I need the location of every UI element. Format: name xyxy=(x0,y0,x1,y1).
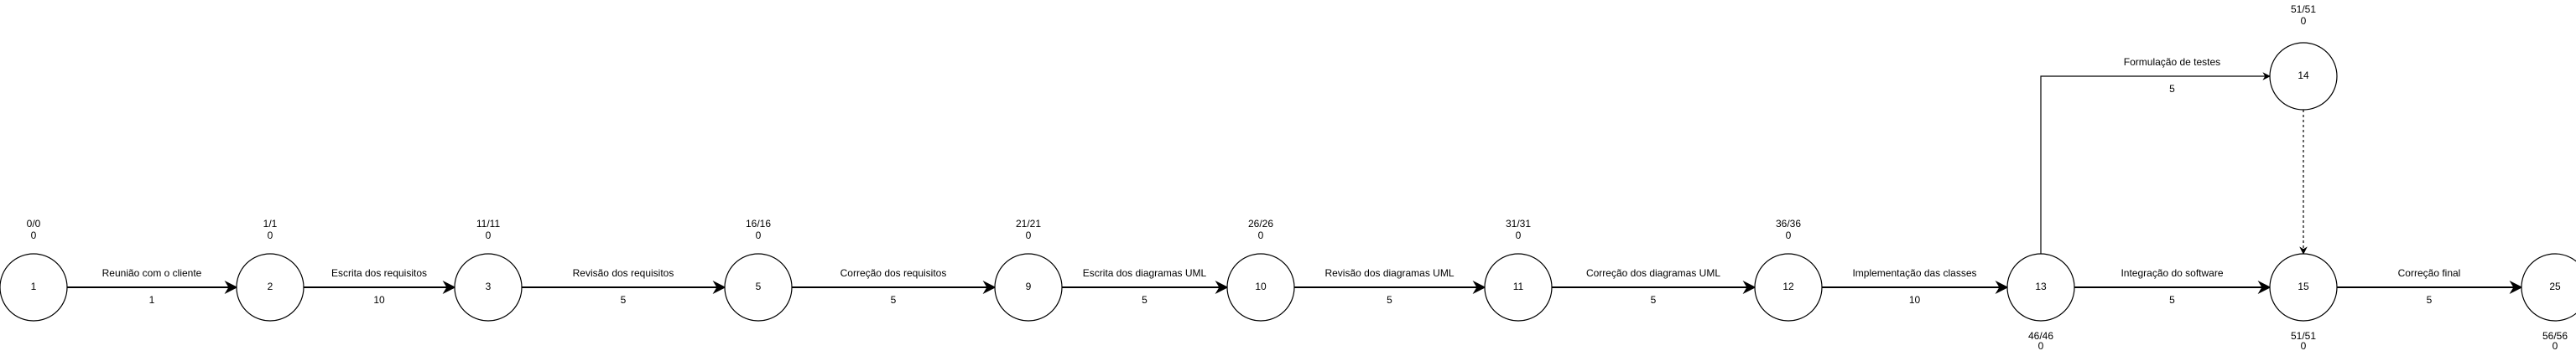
activity-edge: Correção final 5 xyxy=(2337,267,2523,306)
node-times-label: 1/1 xyxy=(263,218,278,230)
node-times-label: 51/51 xyxy=(2291,330,2316,342)
node-number: 3 xyxy=(486,281,492,292)
event-node: 10 26/260 xyxy=(1226,218,1295,322)
event-node: 5 16/160 xyxy=(724,218,793,322)
node-slack-label: 0 xyxy=(756,230,762,241)
edge-duration-label: 5 xyxy=(621,294,627,306)
node-number: 25 xyxy=(2549,281,2561,292)
edge-duration-label: 5 xyxy=(1387,294,1392,306)
node-circle xyxy=(1484,253,1553,322)
node-circle xyxy=(1754,253,1823,322)
event-node: 13 46/460 xyxy=(2006,253,2075,352)
edge-activity-label: Correção final xyxy=(2398,267,2461,279)
node-slack-label: 0 xyxy=(268,230,273,241)
event-node: 3 11/110 xyxy=(454,218,523,322)
edge-activity-label: Correção dos requisitos xyxy=(840,267,947,279)
node-slack-label: 0 xyxy=(1516,230,1522,241)
edge-duration-label: 5 xyxy=(2169,83,2175,95)
edge-duration-label: 10 xyxy=(1909,294,1921,306)
node-slack-label: 0 xyxy=(2301,15,2307,27)
event-node: 12 36/360 xyxy=(1754,218,1823,322)
node-circle xyxy=(454,253,523,322)
edge-activity-label: Correção dos diagramas UML xyxy=(1586,267,1720,279)
activity-edge: Correção dos requisitos 5 xyxy=(792,267,997,306)
nodes: 10/0021/10311/110516/160921/2101026/2601… xyxy=(0,3,2576,352)
edge-line xyxy=(2040,72,2271,254)
node-circle xyxy=(994,253,1063,322)
event-node: 11 31/310 xyxy=(1484,218,1553,322)
activity-edge: Correção dos diagramas UML 5 xyxy=(1552,267,1756,306)
event-node: 15 51/510 xyxy=(2269,253,2338,352)
node-number: 2 xyxy=(268,281,273,292)
edge-duration-label: 5 xyxy=(891,294,897,306)
activity-edge: Escrita dos diagramas UML 5 xyxy=(1062,267,1229,306)
node-number: 5 xyxy=(756,281,762,292)
edge-duration-label: 5 xyxy=(2427,294,2433,306)
node-number: 14 xyxy=(2298,70,2309,81)
edge-activity-label: Reunião com o cliente xyxy=(102,267,202,279)
activity-edge: Formulação de testes 5 xyxy=(2040,56,2271,254)
edge-activity-label: Revisão dos diagramas UML xyxy=(1324,267,1454,279)
node-slack-label: 0 xyxy=(486,230,492,241)
edge-activity-label: Revisão dos requisitos xyxy=(573,267,674,279)
edge-activity-label: Escrita dos requisitos xyxy=(331,267,427,279)
edge-duration-label: 10 xyxy=(373,294,385,306)
node-times-label: 16/16 xyxy=(746,218,771,230)
node-times-label: 11/11 xyxy=(476,218,501,230)
event-node: 9 21/210 xyxy=(994,218,1063,322)
event-node: 1 0/00 xyxy=(0,218,68,322)
node-times-label: 31/31 xyxy=(1506,218,1531,230)
node-times-label: 26/26 xyxy=(1248,218,1273,230)
node-slack-label: 0 xyxy=(1258,230,1264,241)
node-circle xyxy=(724,253,793,322)
activity-edge: Revisão dos diagramas UML 5 xyxy=(1294,267,1486,306)
node-number: 11 xyxy=(1513,281,1524,292)
edge-duration-label: 5 xyxy=(1651,294,1657,306)
node-circle xyxy=(0,253,68,322)
edge-activity-label: Escrita dos diagramas UML xyxy=(1083,267,1207,279)
node-times-label: 56/56 xyxy=(2542,330,2568,342)
event-node: 25 56/560 xyxy=(2521,253,2576,352)
node-number: 12 xyxy=(1782,281,1794,292)
node-number: 13 xyxy=(2035,281,2047,292)
activity-edge: Escrita dos requisitos 10 xyxy=(304,267,456,306)
edge-activity-label: Integração do software xyxy=(2121,267,2223,279)
activity-edge: Integração do software 5 xyxy=(2074,267,2272,306)
node-times-label: 51/51 xyxy=(2291,3,2316,15)
node-number: 9 xyxy=(1026,281,1032,292)
edge-activity-label: Formulação de testes xyxy=(2124,56,2220,68)
node-slack-label: 0 xyxy=(1026,230,1032,241)
node-circle xyxy=(1226,253,1295,322)
node-number: 1 xyxy=(31,281,37,292)
edge-duration-label: 5 xyxy=(2169,294,2175,306)
node-number: 10 xyxy=(1255,281,1267,292)
edge-duration-label: 5 xyxy=(1142,294,1147,306)
node-circle xyxy=(2269,42,2338,111)
activity-edge: Implementação das classes 10 xyxy=(1822,267,2009,306)
node-slack-label: 0 xyxy=(2038,340,2044,352)
node-slack-label: 0 xyxy=(1786,230,1792,241)
node-circle xyxy=(2521,253,2576,322)
node-slack-label: 0 xyxy=(2553,340,2558,352)
node-circle xyxy=(2269,253,2338,322)
event-node: 14 51/510 xyxy=(2269,3,2338,111)
edges: Reunião com o cliente 1 Escrita dos requis… xyxy=(67,56,2523,306)
node-number: 15 xyxy=(2298,281,2309,292)
event-node: 2 1/10 xyxy=(236,218,304,322)
node-slack-label: 0 xyxy=(2301,340,2307,352)
node-circle xyxy=(236,253,304,322)
edge-duration-label: 1 xyxy=(149,294,155,306)
node-slack-label: 0 xyxy=(31,230,37,241)
activity-edge: Revisão dos requisitos 5 xyxy=(522,267,726,306)
node-times-label: 0/0 xyxy=(27,218,41,230)
node-times-label: 46/46 xyxy=(2028,330,2053,342)
activity-edge: Reunião com o cliente 1 xyxy=(67,267,238,306)
node-times-label: 21/21 xyxy=(1016,218,1041,230)
node-circle xyxy=(2006,253,2075,322)
node-times-label: 36/36 xyxy=(1776,218,1801,230)
edge-activity-label: Implementação das classes xyxy=(1852,267,1976,279)
